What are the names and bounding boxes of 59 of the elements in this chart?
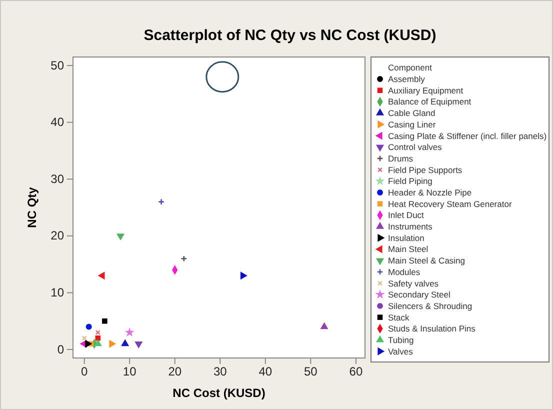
point: [82, 336, 87, 341]
legend-label: Auxiliary Equipment: [388, 85, 464, 96]
legend-label: Main Steel & Casing: [388, 256, 466, 266]
point: [98, 272, 105, 280]
y-tick-label: 0: [57, 342, 64, 356]
y-tick-label: 30: [50, 172, 64, 186]
legend-label: Assembly: [388, 74, 426, 84]
y-tick-label: 10: [50, 286, 64, 300]
x-tick-label: 60: [349, 364, 363, 379]
legend-label: Drums: [388, 153, 414, 164]
legend-label: Field Pipe Supports: [388, 164, 462, 175]
point: [320, 322, 328, 330]
chart-title: Scatterplot of NC Qty vs NC Cost (KUSD): [144, 27, 436, 44]
y-tick-label: 20: [50, 228, 64, 243]
x-tick-label: 10: [122, 364, 137, 379]
point: [94, 339, 102, 346]
legend-label: Heat Recovery Steam Generator: [388, 198, 512, 209]
legend-label: Modules: [388, 266, 420, 277]
x-axis-title: NC Cost (KUSD): [172, 386, 266, 400]
legend-label: Cable Gland: [388, 108, 436, 118]
point: [102, 318, 108, 324]
legend-label: Insulation: [388, 232, 425, 243]
legend-label: Instruments: [388, 222, 432, 232]
legend-label: Balance of Equipment: [388, 96, 472, 107]
y-axis-title: NC Qty: [25, 186, 39, 228]
legend-label: Tubing: [388, 334, 414, 345]
legend-label: Field Piping: [388, 176, 433, 186]
legend-label: Studs & Insulation Pins: [388, 324, 476, 334]
point: [86, 324, 92, 330]
point: [134, 341, 143, 348]
legend-label: Silencers & Shrouding: [388, 300, 472, 311]
point: [124, 327, 134, 336]
point: [85, 340, 92, 348]
legend-label: Control valves: [388, 142, 442, 152]
legend-label: Casing Plate & Stiffener (incl. filler panels): [388, 130, 547, 141]
x-tick-label: 30: [213, 364, 228, 379]
x-tick-label: 50: [304, 364, 318, 379]
legend-label: Safety valves: [388, 278, 439, 288]
y-tick-label: 50: [50, 58, 64, 72]
legend-label: Valves: [388, 346, 413, 356]
point: [116, 234, 125, 241]
legend-label: Header & Nozzle Pipe: [388, 187, 472, 198]
point: [240, 272, 248, 280]
legend-label: Casing Liner: [388, 119, 436, 130]
point: [180, 255, 188, 262]
legend-label: Inlet Duct: [388, 210, 425, 220]
point: [158, 198, 165, 206]
point: [95, 330, 100, 335]
legend-title: Component: [388, 62, 433, 73]
legend-label: Secondary Steel: [388, 290, 450, 300]
point: [95, 335, 101, 341]
legend-label: Main Steel: [388, 244, 428, 254]
x-tick-label: 40: [258, 364, 272, 379]
y-tick-label: 40: [50, 115, 64, 130]
point: [109, 340, 116, 348]
x-tick-label: 20: [168, 364, 182, 379]
x-tick-label: 0: [80, 364, 88, 379]
legend-label: Stack: [388, 312, 410, 322]
point: [121, 339, 130, 346]
